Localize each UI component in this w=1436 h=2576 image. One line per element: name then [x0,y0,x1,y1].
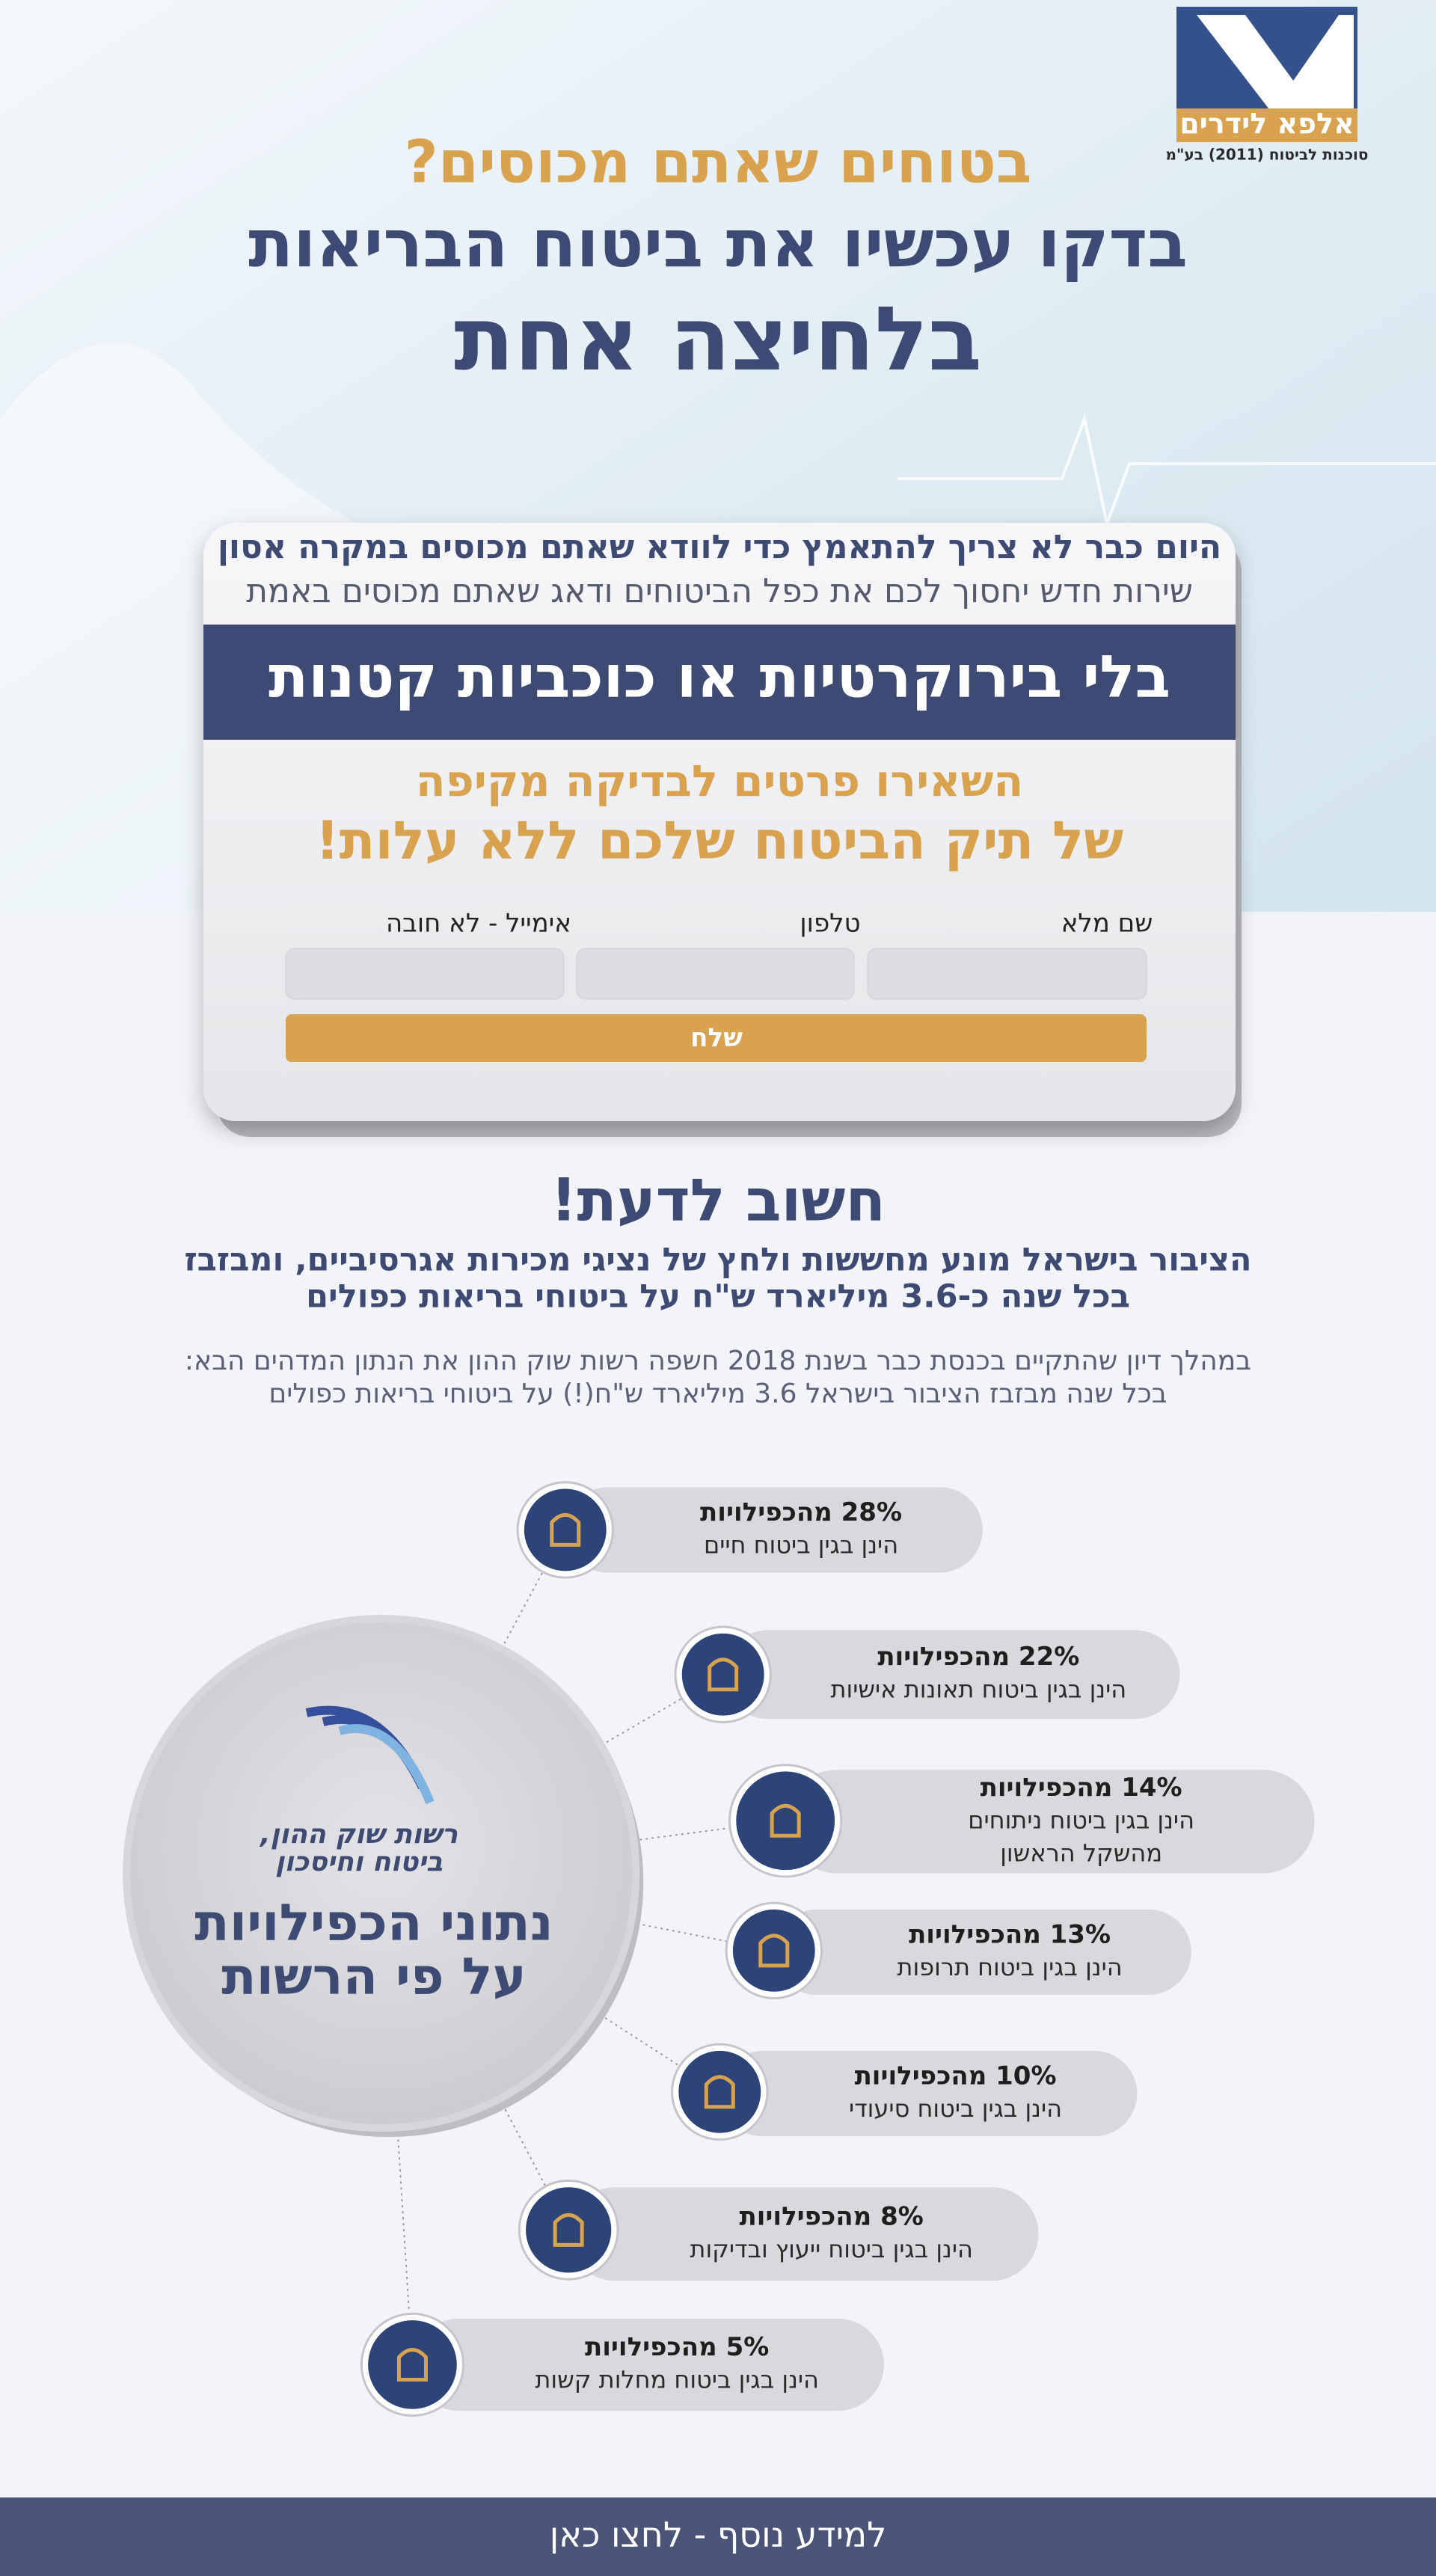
item-icon-glyph [770,1803,801,1838]
center-title: על פי הרשות [221,1948,527,2007]
item-detail: הינן בגין ביטוח סיעודי [849,2094,1062,2123]
authority-name: ביטוח וחיסכון [275,1847,443,1877]
logo [1176,7,1357,142]
intro-text: שירות חדש יחסוך לכם את כפל הביטוחים ודאג… [246,572,1193,610]
logo-name: אלפא לידרים [1179,108,1354,141]
info-highlight: בכל שנה כ-3.6 מיליארד ש"ח על ביטוחי בריא… [306,1278,1130,1316]
connector [499,2098,550,2193]
field-label: אימייל - לא חובה [386,909,571,939]
logo-shape [1197,15,1354,112]
info-highlight: הציבור בישראל מונע מחששות ולחץ של נציגי … [184,1242,1251,1279]
logo-subtitle: סוכנות לביטוח (2011) בע"מ [1165,146,1368,164]
item-detail: הינן בגין ביטוח ייעוץ ובדיקות [690,2235,973,2263]
headline-question: בטוחים שאתם מכוסים? [405,129,1032,196]
item-detail: מהשקל הראשון [1000,1839,1162,1867]
field-label: טלפון [800,909,860,939]
connector [595,2011,686,2070]
duplicate-item: 5% מהכפילויות הינן בגין ביטוח מחלות קשות [360,2312,884,2417]
submit-button[interactable] [286,1014,1147,1062]
item-headline: 28% מהכפילויות [700,1497,902,1527]
item-detail: הינן בגין ביטוח תרופות [897,1953,1122,1981]
item-icon-glyph [550,1512,581,1547]
field-label: שם מלא [1061,909,1153,939]
item-icon [736,1771,835,1871]
duplicate-item: 28% מהכפילויות הינן בגין ביטוח חיים [516,1481,983,1579]
authority-disc [123,1615,640,2132]
item-pill [719,2050,1138,2137]
info-body: בכל שנה מבזבז הציבור בישראל 3.6 מיליארד … [269,1379,1167,1409]
connector [630,1922,734,1944]
connector [396,2127,411,2321]
item-icon-glyph [553,2212,584,2247]
item-icon-glyph [704,2075,735,2109]
offer-line: השאירו פרטים לבדיקה מקיפה [416,755,1023,806]
info-body: במהלך דיון שהתקיים בכנסת כבר בשנת 2018 ח… [185,1346,1251,1376]
item-pill [773,1909,1191,1996]
item-icon-glyph [708,1657,739,1692]
footer-bar[interactable] [0,2497,1436,2576]
submit-label: שלח [690,1023,743,1053]
item-headline: 5% מהכפילויות [585,2332,769,2362]
connector [500,1565,547,1649]
banner-text: בלי בירוקרטיות או כוכביות קטנות [269,643,1170,711]
logo-band [1176,108,1357,142]
item-detail: הינן בגין ביטוח תאונות אישיות [830,1675,1126,1704]
authority-name: רשות שוק ההון, [259,1819,458,1850]
item-headline: 10% מהכפילויות [855,2061,1057,2091]
connector [633,1826,737,1841]
item-icon [524,1488,607,1571]
item-headline: 8% מהכפילויות [740,2201,924,2231]
item-icon-glyph [758,1933,790,1968]
duplicate-item: 22% מהכפילויות הינן בגין ביטוח תאונות איש… [674,1625,1180,1723]
duplicate-item: 10% מהכפילויות הינן בגין ביטוח סיעודי [671,2043,1138,2141]
duplicate-item: 13% מהכפילויות הינן בגין ביטוח תרופות [725,1901,1191,2000]
headline-emphasis: בלחיצה אחת [454,287,982,390]
input-field[interactable] [867,948,1147,1000]
banner [203,625,1236,740]
item-detail: הינן בגין ביטוח מחלות קשות [535,2365,819,2393]
headline-main: בדקו עכשיו את ביטוח הבריאות [248,205,1188,282]
item-icon [678,2050,761,2133]
offer-line: של תיק הביטוח שלכם ללא עלות! [316,810,1124,871]
item-pill [722,1630,1180,1720]
item-headline: 14% מהכפילויות [981,1773,1182,1803]
item-pill [565,1487,983,1573]
item-pill [568,2187,1039,2281]
item-icon [368,2320,457,2409]
item-headline: 13% מהכפילויות [909,1920,1111,1950]
pulse-line [898,413,1436,530]
item-detail: הינן בגין ביטוח חיים [704,1530,898,1559]
item-icon-glyph [396,2348,428,2382]
intro-bold: היום כבר לא צריך להתאמץ כדי לוודא שאתם מ… [218,528,1221,566]
item-headline: 22% מהכפילויות [877,1642,1079,1672]
info-title: חשוב לדעת! [550,1167,886,1234]
duplicate-item: 14% מהכפילויות הינן בגין ביטוח ניתוחים מהש… [728,1764,1315,1878]
item-pill [785,1770,1315,1874]
footer-cta[interactable]: למידע נוסף - לחצו כאן [550,2515,887,2555]
authority-logo-stripe [338,1724,435,1805]
item-pill [412,2318,884,2411]
item-icon [732,1909,815,1992]
input-field[interactable] [576,948,855,1000]
connector [601,1694,688,1747]
input-field[interactable] [285,948,565,1000]
item-icon [681,1633,764,1716]
item-icon [526,2187,612,2273]
duplicate-item: 8% מהכפילויות הינן בגין ביטוח ייעוץ ובדיק… [518,2179,1039,2281]
center-title: נתוני הכפילויות [194,1894,553,1953]
item-detail: הינן בגין ביטוח ניתוחים [968,1806,1194,1834]
